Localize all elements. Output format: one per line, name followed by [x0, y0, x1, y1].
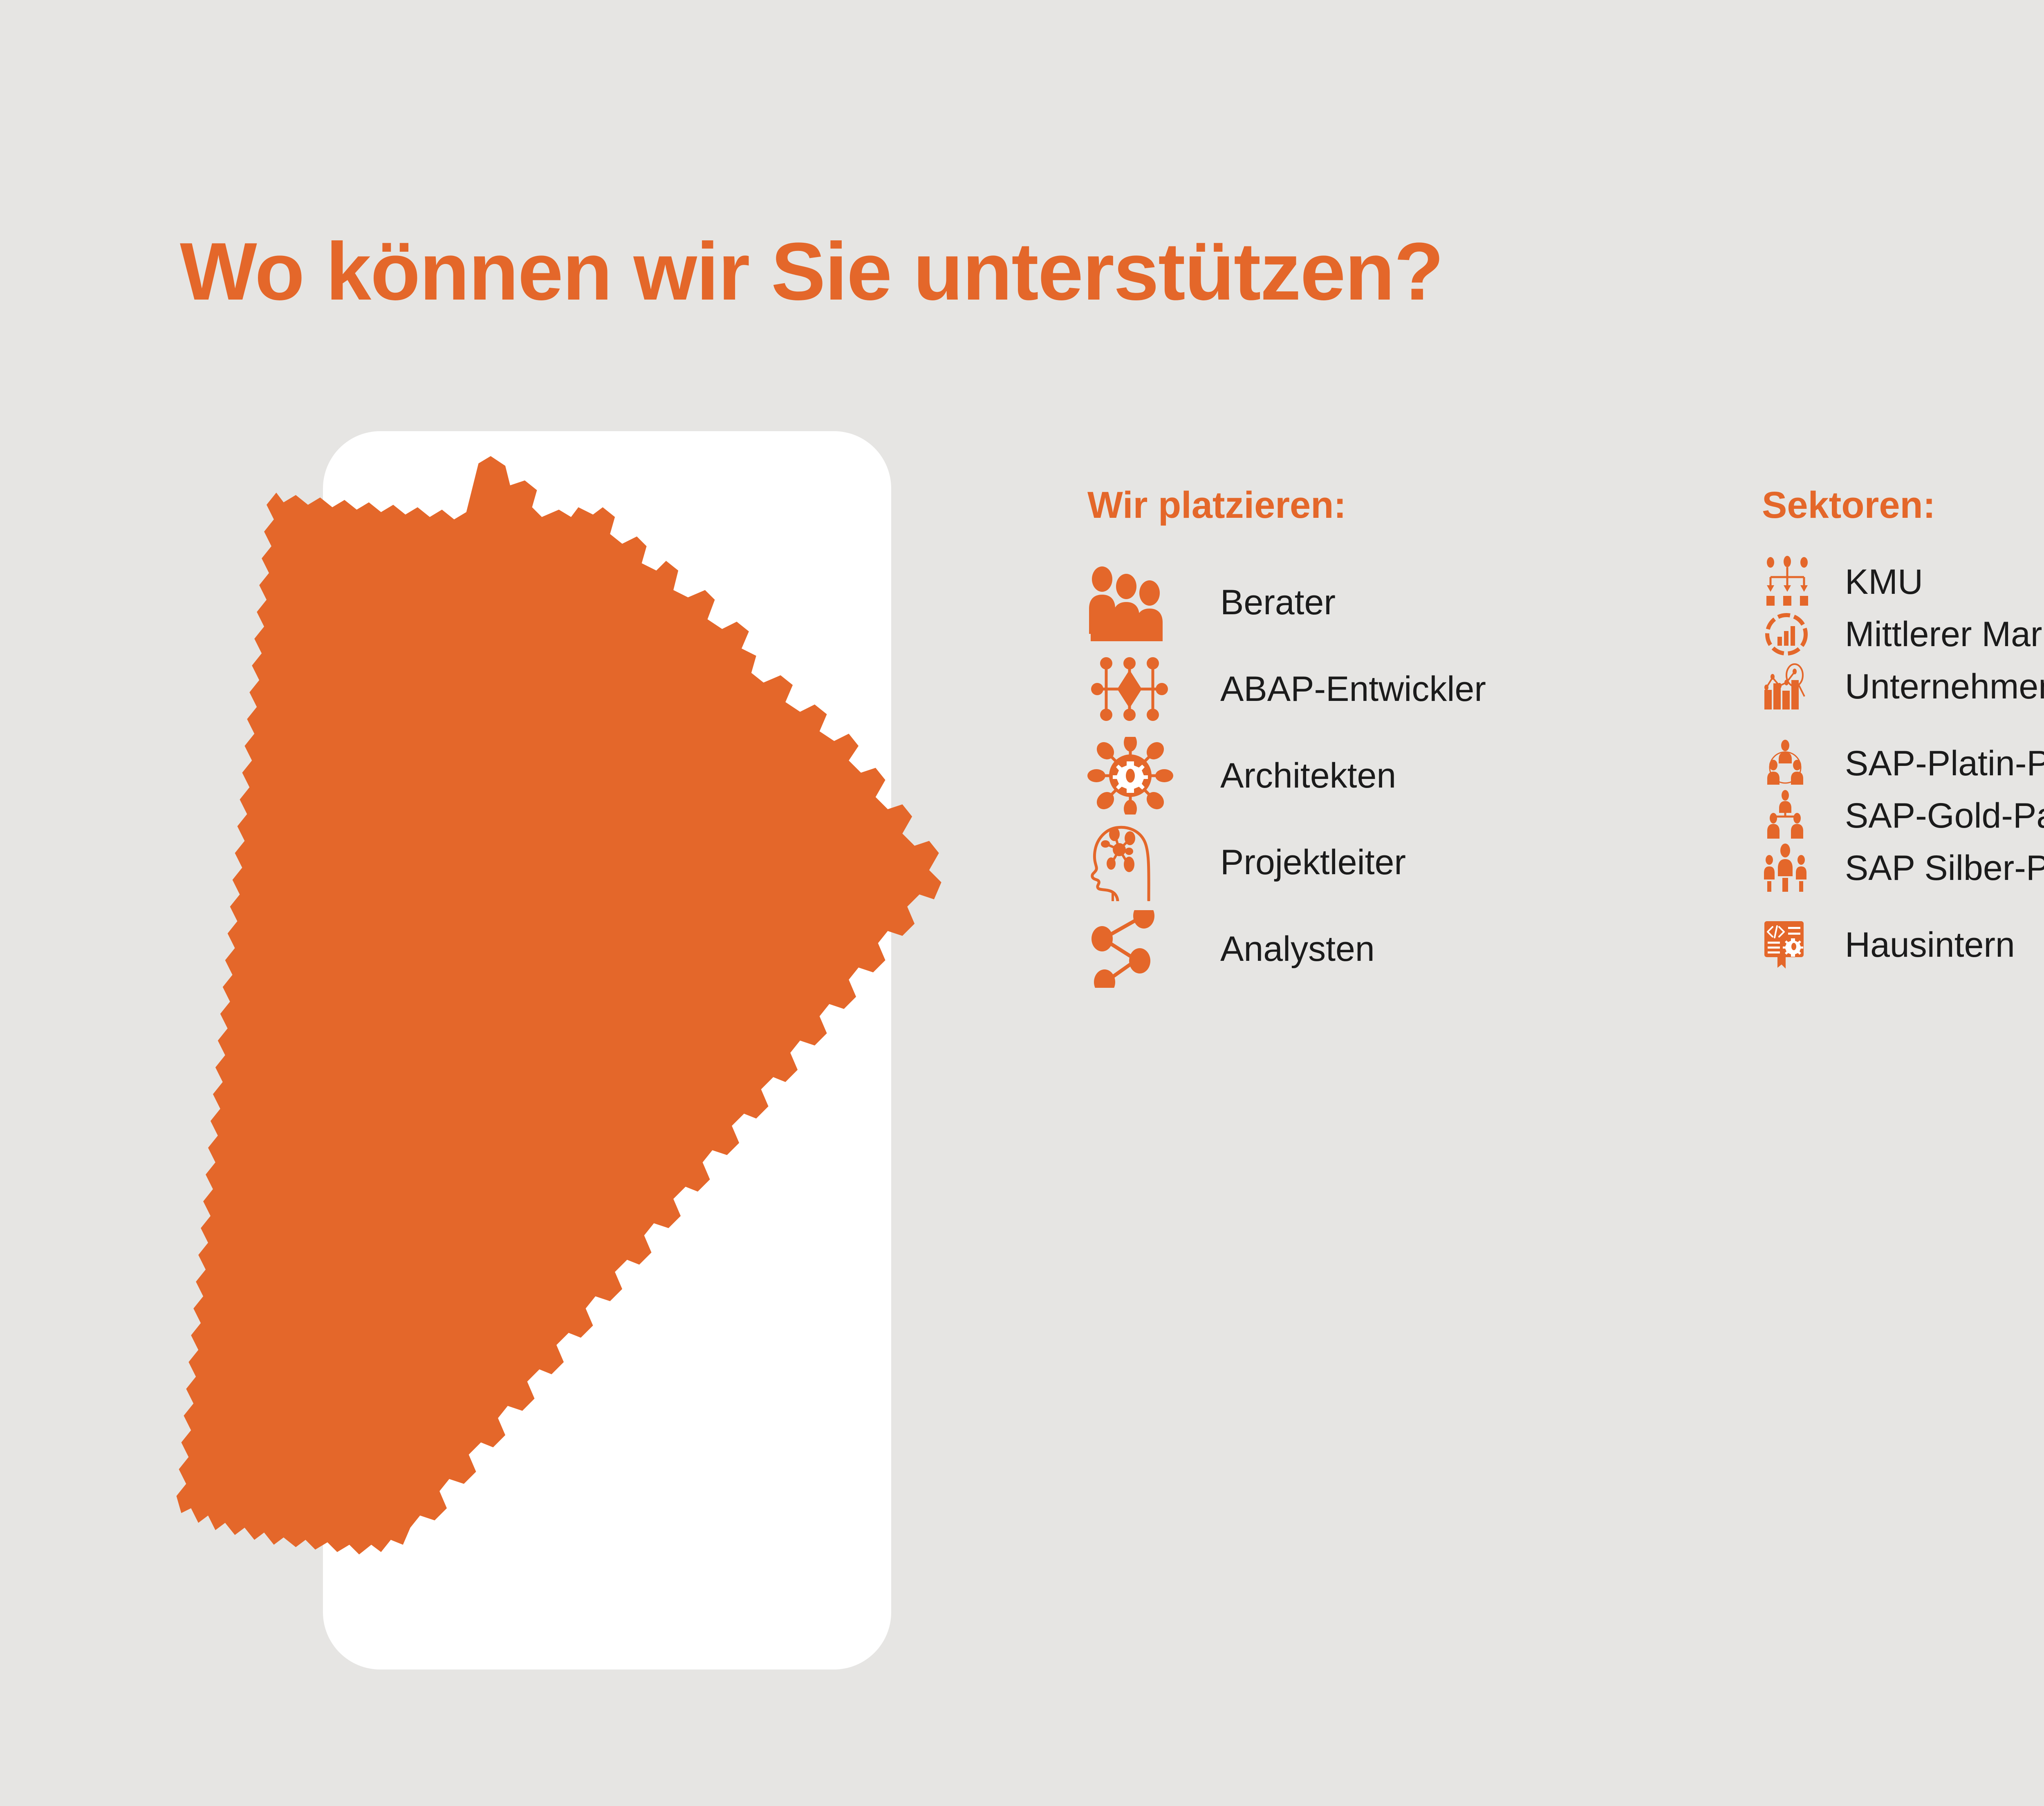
team-circle-icon: [1762, 737, 1825, 790]
germany-map: [172, 454, 961, 1647]
list-item-label: ABAP-Entwickler: [1220, 669, 1486, 709]
head-brain-network-icon: [1087, 824, 1173, 901]
column-placements: Wir platzieren: Berat: [1087, 486, 1725, 992]
list-item-label: SAP Silber-Partner: [1845, 848, 2044, 888]
circular-bar-chart-icon: [1762, 608, 1825, 660]
sector-group-divider: [1762, 894, 2044, 919]
sectors-list: KMU Mittlerer Markt: [1762, 556, 2044, 971]
placements-list: Berater: [1087, 559, 1725, 992]
sector-group-divider: [1762, 713, 2044, 737]
people-group-icon: [1087, 564, 1173, 641]
distribution-arrows-icon: [1762, 556, 1825, 608]
list-item-label: Berater: [1220, 583, 1336, 622]
list-item-label: Projektleiter: [1220, 843, 1406, 882]
list-item-label: Mittlerer Markt: [1845, 615, 2044, 654]
org-hierarchy-icon: [1762, 790, 1825, 842]
list-item-label: Hausintern: [1845, 925, 2015, 965]
list-item-berater[interactable]: Berater: [1087, 559, 1725, 646]
list-item-label: Architekten: [1220, 756, 1396, 795]
network-nodes-icon: [1087, 650, 1173, 728]
code-certificate-icon: [1762, 919, 1825, 971]
page-title: Wo können wir Sie unterstützen?: [180, 226, 1444, 317]
list-item-label: SAP-Platin-Partner: [1845, 744, 2044, 783]
three-people-icon: [1762, 842, 1825, 894]
column-sectors: Sektoren:: [1762, 486, 2044, 971]
list-item-unternehmen[interactable]: Unternehmen: [1762, 660, 2044, 713]
list-item-abap-entwickler[interactable]: ABAP-Entwickler: [1087, 646, 1725, 732]
list-item-sap-silber-partner[interactable]: SAP Silber-Partner: [1762, 842, 2044, 894]
gear-hub-icon: [1087, 737, 1173, 815]
list-item-label: Analysten: [1220, 929, 1375, 969]
list-item-kmu[interactable]: KMU: [1762, 556, 2044, 608]
placements-heading: Wir platzieren:: [1087, 484, 1347, 526]
list-item-analysten[interactable]: Analysten: [1087, 906, 1725, 992]
chart-magnifier-icon: [1762, 660, 1825, 713]
list-item-label: KMU: [1845, 562, 1923, 602]
list-item-hausintern[interactable]: Hausintern: [1762, 919, 2044, 971]
share-nodes-icon: [1087, 910, 1173, 988]
list-item-mittlerer-markt[interactable]: Mittlerer Markt: [1762, 608, 2044, 660]
list-item-architekten[interactable]: Architekten: [1087, 732, 1725, 819]
list-item-sap-platin-partner[interactable]: SAP-Platin-Partner: [1762, 737, 2044, 790]
list-item-label: Unternehmen: [1845, 667, 2044, 706]
list-item-sap-gold-partner[interactable]: SAP-Gold-Partner: [1762, 790, 2044, 842]
list-item-projektleiter[interactable]: Projektleiter: [1087, 819, 1725, 906]
sectors-heading: Sektoren:: [1762, 484, 1936, 526]
list-item-label: SAP-Gold-Partner: [1845, 796, 2044, 835]
